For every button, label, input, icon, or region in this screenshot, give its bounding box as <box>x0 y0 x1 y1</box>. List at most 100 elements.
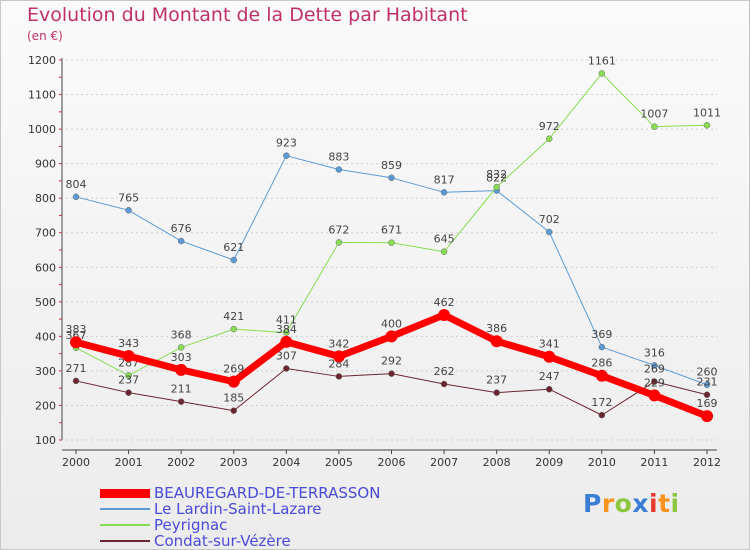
data-point <box>543 350 556 363</box>
data-label: 303 <box>171 351 192 364</box>
data-label: 286 <box>591 357 612 370</box>
proxiti-logo: Proxiti <box>583 489 680 518</box>
y-tick-label: 1100 <box>28 89 56 102</box>
data-label: 384 <box>276 323 297 336</box>
x-tick-label: 2011 <box>640 456 668 469</box>
data-label: 284 <box>328 357 349 370</box>
logo-letter: r <box>601 489 615 518</box>
x-tick-label: 2001 <box>115 456 143 469</box>
data-point <box>335 373 343 380</box>
data-point <box>175 363 188 376</box>
data-point <box>648 389 661 402</box>
data-label: 804 <box>66 178 87 191</box>
logo-letter: P <box>583 489 602 518</box>
data-label: 832 <box>486 168 507 181</box>
data-point <box>651 123 658 130</box>
data-point <box>388 174 395 182</box>
data-label: 260 <box>697 366 718 379</box>
data-label: 247 <box>539 370 560 383</box>
data-label: 211 <box>171 383 192 396</box>
data-point <box>493 183 500 191</box>
data-label: 307 <box>276 349 297 362</box>
data-label: 316 <box>644 346 665 359</box>
data-label: 1161 <box>588 54 616 67</box>
y-tick-label: 1200 <box>28 54 56 67</box>
data-label: 342 <box>328 337 349 350</box>
data-point <box>651 362 658 369</box>
data-label: 368 <box>171 328 192 341</box>
data-point <box>703 391 711 398</box>
chart-title: Evolution du Montant de la Dette par Hab… <box>27 4 468 26</box>
x-tick-label: 2002 <box>167 456 195 469</box>
legend-swatch <box>100 540 150 542</box>
data-label: 462 <box>434 296 455 309</box>
data-label: 185 <box>223 392 244 405</box>
data-label: 1007 <box>640 108 668 121</box>
data-point <box>227 375 240 388</box>
data-point <box>546 385 553 393</box>
x-tick-label: 2004 <box>272 456 300 469</box>
data-label: 400 <box>381 317 402 330</box>
data-point <box>651 378 658 385</box>
x-tick-label: 2009 <box>535 456 563 469</box>
logo-letter: i <box>670 489 680 518</box>
data-point <box>177 237 185 245</box>
data-label: 367 <box>66 329 87 342</box>
y-tick-label: 900 <box>35 158 56 171</box>
data-label: 231 <box>697 376 718 389</box>
y-tick-label: 400 <box>35 330 56 343</box>
legend-swatch <box>100 508 150 510</box>
legend-label: Condat-sur-Vézère <box>154 532 291 550</box>
data-point <box>125 372 132 379</box>
x-tick-label: 2006 <box>378 456 406 469</box>
data-point <box>546 135 553 143</box>
y-tick-label: 600 <box>35 261 56 274</box>
data-point <box>598 343 606 351</box>
y-tick-label: 300 <box>35 365 56 378</box>
data-point <box>335 166 343 173</box>
data-label: 676 <box>171 222 192 235</box>
data-point <box>332 350 345 363</box>
y-tick-label: 700 <box>35 227 56 240</box>
data-point <box>598 70 606 77</box>
data-label: 765 <box>118 191 139 204</box>
legend-swatch <box>100 524 150 526</box>
legend-swatch <box>100 489 150 498</box>
data-point <box>125 207 132 214</box>
data-point <box>493 389 500 396</box>
data-point <box>438 308 451 321</box>
data-label: 386 <box>486 322 507 335</box>
data-point <box>703 122 711 129</box>
y-tick-label: 100 <box>35 434 56 447</box>
legend-label: BEAUREGARD-DE-TERRASSON <box>154 484 381 502</box>
data-point <box>177 344 185 351</box>
y-tick-label: 800 <box>35 192 56 205</box>
data-label: 269 <box>644 363 665 376</box>
data-label: 1011 <box>693 106 721 119</box>
data-label: 292 <box>381 355 402 368</box>
data-label: 341 <box>539 338 560 351</box>
data-point <box>283 152 290 159</box>
logo-letter: o <box>614 489 633 518</box>
data-label: 822 <box>486 172 507 185</box>
legend-label: Le Lardin-Saint-Lazare <box>154 500 322 518</box>
data-label: 172 <box>591 396 612 409</box>
data-label: 421 <box>223 310 244 323</box>
data-label: 343 <box>118 337 139 350</box>
data-label: 169 <box>697 397 718 410</box>
data-label: 383 <box>66 323 87 336</box>
data-point <box>546 228 553 236</box>
data-point <box>283 365 290 372</box>
legend-label: Peyrignac <box>154 516 228 534</box>
data-point <box>280 335 293 348</box>
data-label: 672 <box>328 223 349 236</box>
logo-letter: i <box>649 489 659 518</box>
x-tick-label: 2012 <box>693 456 721 469</box>
data-label: 237 <box>486 374 507 387</box>
data-point <box>335 239 343 246</box>
x-tick-label: 2005 <box>325 456 353 469</box>
data-point <box>70 336 82 349</box>
data-point <box>440 189 448 196</box>
data-point <box>703 381 711 388</box>
